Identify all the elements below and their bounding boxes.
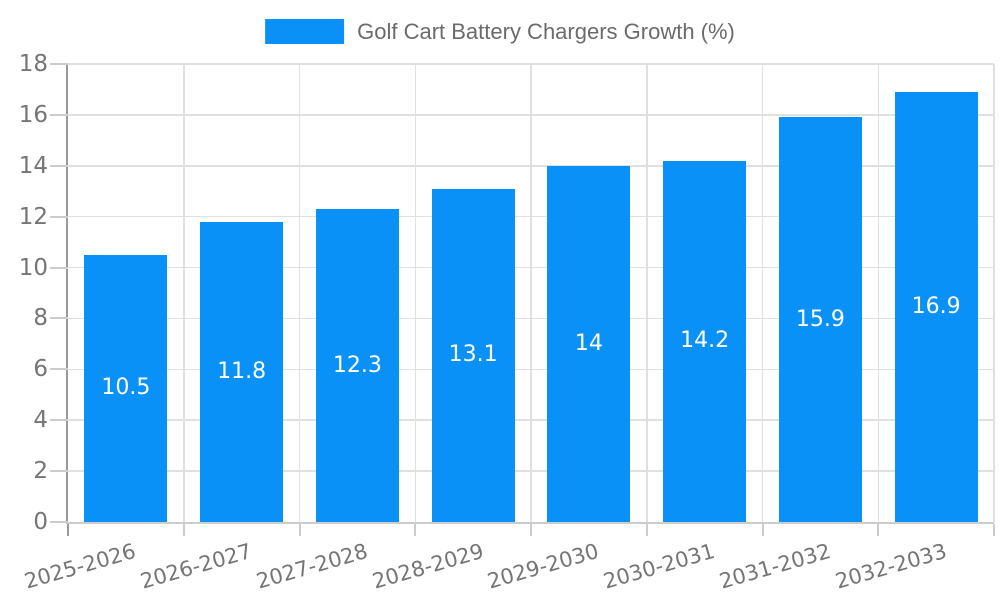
y-axis-tick-label: 8 [33,305,48,332]
x-axis-tick [67,524,69,536]
x-axis-tick [761,524,764,536]
x-axis-tick [298,524,301,536]
bar-2031-2032[interactable] [778,117,862,522]
y-axis-tick [50,368,68,371]
legend-swatch[interactable] [265,19,345,44]
bar-2032-2033[interactable] [894,91,978,522]
x-axis-category-label: 2026-2027 [137,538,255,594]
x-axis-tick [877,524,880,536]
v-gridline [530,64,532,522]
y-axis-tick [50,215,68,218]
v-gridline [993,64,995,522]
v-gridline [183,64,185,522]
y-axis-tick-label: 6 [33,356,48,383]
y-axis-tick [50,266,68,269]
legend-label[interactable]: Golf Cart Battery Chargers Growth (%) [357,19,735,44]
x-axis-category-label: 2032-2033 [832,538,950,594]
x-axis-tick [182,524,185,536]
v-gridline [761,64,764,522]
y-axis-tick [50,470,68,473]
y-axis-tick-label: 18 [18,51,48,77]
x-axis-category-label: 2025-2026 [22,538,139,594]
x-axis-tick [993,524,995,536]
bar-2029-2030[interactable] [547,165,631,522]
bar-2030-2031[interactable] [663,160,747,522]
x-axis-category-label: 2031-2032 [716,538,834,594]
legend-item[interactable]: Golf Cart Battery Chargers Growth (%) [265,19,735,44]
v-gridline [298,64,301,522]
x-axis-tick [645,524,648,536]
y-axis-tick-label: 10 [18,254,48,281]
x-axis-category-label: 2029-2030 [485,538,602,594]
y-axis-tick [50,419,68,422]
v-gridline [414,64,416,522]
x-axis-tick [414,524,417,536]
x-axis-category-label: 2030-2031 [600,538,718,594]
x-axis-category-label: 2027-2028 [253,538,371,594]
bar-2027-2028[interactable] [315,209,399,522]
y-axis-tick-label: 14 [18,152,48,179]
y-axis-tick-label: 16 [18,101,48,128]
v-gridline [646,64,648,522]
y-axis-tick-label: 4 [33,407,48,434]
y-axis-tick [50,521,68,523]
y-axis-tick [50,164,68,167]
x-axis-category-label: 2028-2029 [369,538,487,594]
y-axis-tick [50,317,68,320]
y-axis-tick-label: 12 [18,203,48,230]
bar-2026-2027[interactable] [200,221,284,522]
bar-2028-2029[interactable] [431,188,515,522]
v-gridline [877,64,879,522]
y-axis-tick [50,113,68,116]
y-axis-tick-label: 0 [33,509,48,535]
y-axis-tick [50,63,68,65]
x-axis-tick [530,524,532,536]
plot-area [66,64,994,524]
y-axis-tick-label: 2 [33,458,48,485]
bar-2025-2026[interactable] [84,254,168,522]
